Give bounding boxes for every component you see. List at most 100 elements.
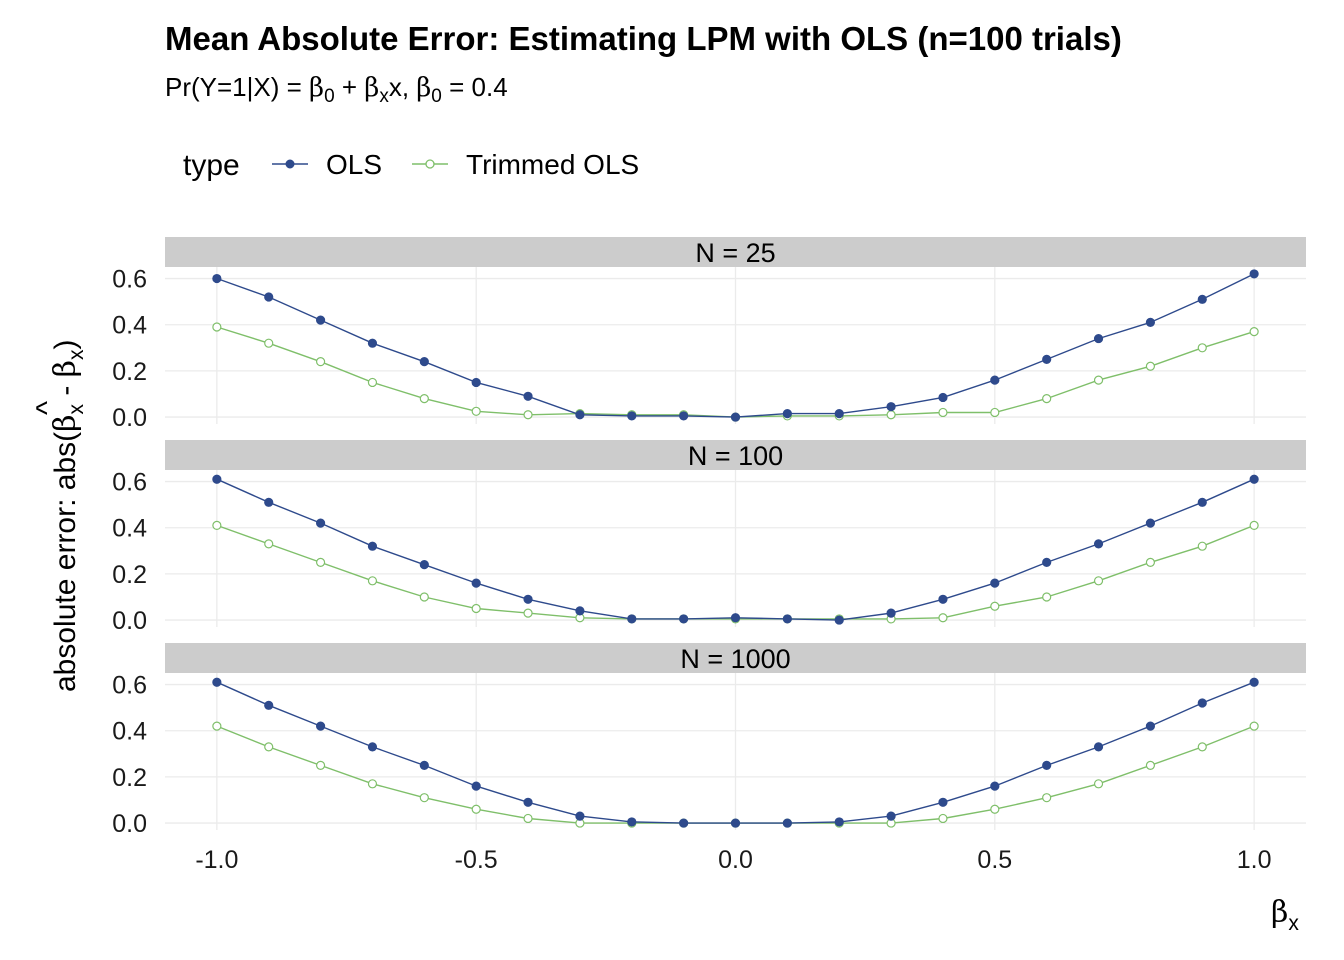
data-point-trimmed-ols bbox=[523, 813, 533, 824]
data-point-trimmed-ols bbox=[938, 407, 948, 418]
x-axis-title-beta: β bbox=[1271, 895, 1288, 930]
subtitle-sub-x: x bbox=[379, 86, 389, 107]
data-point-ols bbox=[834, 817, 844, 827]
data-point-trimmed-ols bbox=[1042, 793, 1052, 803]
data-point-trimmed-ols bbox=[1145, 760, 1156, 770]
y-tick-label: 0.0 bbox=[112, 607, 147, 635]
data-point-ols bbox=[886, 811, 896, 821]
y-tick-label: 0.4 bbox=[112, 312, 147, 340]
data-point-ols bbox=[212, 677, 222, 687]
data-point-trimmed-ols bbox=[264, 539, 274, 549]
data-point-ols bbox=[367, 338, 378, 348]
data-point-ols bbox=[730, 613, 741, 623]
data-point-trimmed-ols bbox=[367, 377, 378, 388]
subtitle-sub-0: 0 bbox=[324, 86, 335, 107]
y-axis-title-hat: ^ bbox=[31, 401, 64, 415]
data-point-ols bbox=[575, 606, 585, 616]
subtitle-beta-0b: β bbox=[416, 73, 431, 103]
data-point-ols bbox=[938, 797, 948, 807]
data-point-ols bbox=[782, 818, 792, 828]
data-point-ols bbox=[471, 781, 481, 791]
chart-subtitle: Pr(Y=1|X) = β0 + βxx, β0 = 0.4 bbox=[165, 72, 508, 107]
data-point-trimmed-ols bbox=[1197, 541, 1207, 551]
subtitle-sub-0b: 0 bbox=[431, 86, 442, 107]
data-point-ols bbox=[730, 412, 741, 422]
data-point-ols bbox=[1249, 677, 1259, 687]
legend-trimmed-marker bbox=[425, 159, 435, 169]
data-point-ols bbox=[419, 760, 429, 770]
data-point-ols bbox=[990, 578, 1000, 588]
y-tick-label: 0.6 bbox=[112, 672, 147, 700]
data-point-ols bbox=[990, 781, 1000, 791]
x-tick-label: 1.0 bbox=[1237, 846, 1272, 874]
data-point-ols bbox=[523, 594, 533, 604]
data-point-ols bbox=[627, 817, 637, 827]
data-point-ols bbox=[679, 411, 689, 421]
data-point-ols bbox=[886, 402, 896, 412]
data-point-ols bbox=[627, 411, 637, 421]
data-point-ols bbox=[938, 392, 948, 403]
data-point-trimmed-ols bbox=[315, 557, 326, 567]
y-tick-label: 0.6 bbox=[112, 266, 147, 294]
data-point-ols bbox=[523, 391, 533, 401]
facet-strip-label: N = 1000 bbox=[680, 644, 790, 674]
data-point-trimmed-ols bbox=[419, 793, 429, 803]
y-axis-title: absolute error: abs(βx - βx) ^ bbox=[31, 340, 88, 693]
data-point-trimmed-ols bbox=[886, 410, 896, 420]
legend-ols-marker bbox=[285, 159, 295, 169]
subtitle-x-var: x bbox=[389, 72, 402, 102]
data-point-ols bbox=[1197, 294, 1207, 304]
y-tick-label: 0.4 bbox=[112, 718, 147, 746]
data-point-trimmed-ols bbox=[315, 760, 326, 770]
y-axis-title-beta: β bbox=[48, 360, 83, 377]
data-point-trimmed-ols bbox=[938, 613, 948, 623]
y-tick-label: 0.4 bbox=[112, 515, 147, 543]
y-tick-label: 0.6 bbox=[112, 469, 147, 497]
data-point-ols bbox=[471, 578, 481, 588]
facet-strip bbox=[165, 643, 1306, 673]
data-point-ols bbox=[1145, 317, 1156, 328]
facet-panel: N = 25 0.0 0.2 0.4 0.6 bbox=[112, 237, 1306, 432]
data-point-ols bbox=[367, 742, 378, 752]
data-point-trimmed-ols bbox=[1042, 394, 1052, 404]
subtitle-beta-0: β bbox=[309, 73, 324, 103]
facet-strip-label: N = 100 bbox=[688, 441, 783, 471]
data-point-ols bbox=[886, 608, 896, 618]
legend: type OLS Trimmed OLS bbox=[183, 149, 639, 182]
facet-panels: N = 250.00.20.40.6N = 1000.00.20.40.6N =… bbox=[112, 237, 1306, 838]
chart-title: Mean Absolute Error: Estimating LPM with… bbox=[165, 20, 1122, 57]
data-point-ols bbox=[1093, 539, 1104, 549]
y-axis-title-minus: - bbox=[49, 377, 82, 404]
data-point-ols bbox=[1042, 760, 1052, 770]
x-tick-label: -1.0 bbox=[195, 846, 238, 874]
subtitle-eq: = 0.4 bbox=[442, 72, 508, 102]
data-point-ols bbox=[1042, 354, 1052, 364]
data-point-trimmed-ols bbox=[523, 410, 533, 420]
data-point-ols bbox=[1249, 474, 1259, 484]
facet-panel: N = 1000 0.0 0.2 0.4 0.6 bbox=[112, 643, 1306, 838]
data-point-ols bbox=[315, 315, 326, 325]
data-point-trimmed-ols bbox=[1249, 520, 1259, 531]
data-point-ols bbox=[575, 811, 585, 821]
subtitle-beta-x: β bbox=[364, 73, 379, 103]
facet-strip-label: N = 25 bbox=[695, 238, 775, 268]
data-point-trimmed-ols bbox=[471, 804, 481, 814]
y-tick-label: 0.2 bbox=[112, 764, 147, 792]
data-point-trimmed-ols bbox=[264, 338, 274, 348]
data-point-ols bbox=[315, 721, 326, 731]
subtitle-sep: , bbox=[402, 72, 416, 102]
data-point-trimmed-ols bbox=[1249, 721, 1259, 731]
data-point-ols bbox=[1042, 557, 1052, 567]
data-point-ols bbox=[1197, 497, 1207, 507]
facet-strip bbox=[165, 440, 1306, 470]
data-point-ols bbox=[782, 614, 792, 624]
y-axis-title-text: absolute error: abs(βx - βx) bbox=[48, 340, 88, 693]
data-point-ols bbox=[575, 410, 585, 420]
data-point-ols bbox=[419, 357, 429, 367]
data-point-ols bbox=[990, 375, 1000, 385]
x-axis-tick-labels: -1.0 -0.5 0.0 0.5 1.0 bbox=[195, 846, 1271, 874]
data-point-ols bbox=[471, 377, 481, 388]
data-point-ols bbox=[679, 818, 689, 828]
data-point-trimmed-ols bbox=[367, 576, 378, 586]
